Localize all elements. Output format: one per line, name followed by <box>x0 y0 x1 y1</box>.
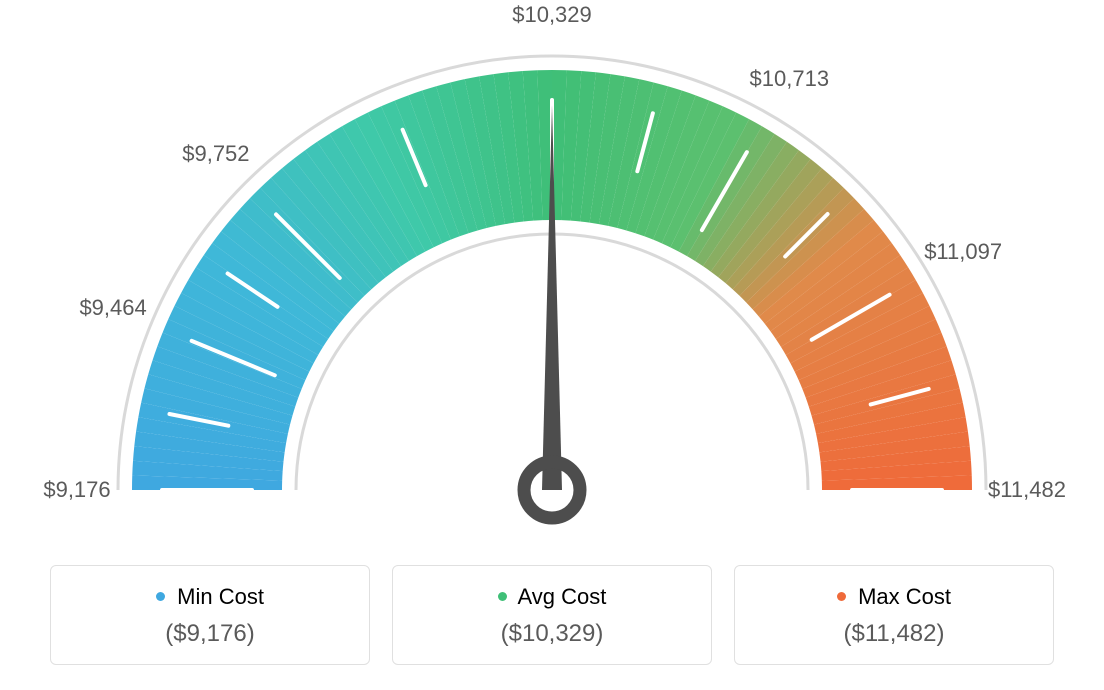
dot-icon <box>498 592 507 601</box>
gauge-tick-label: $9,464 <box>79 295 146 321</box>
legend-row: Min Cost ($9,176) Avg Cost ($10,329) Max… <box>0 565 1104 665</box>
gauge-svg <box>0 0 1104 540</box>
gauge-tick-label: $9,752 <box>182 141 249 167</box>
legend-box-max: Max Cost ($11,482) <box>734 565 1054 665</box>
legend-label: Max Cost <box>858 584 951 609</box>
legend-title-avg: Avg Cost <box>403 584 701 610</box>
legend-box-min: Min Cost ($9,176) <box>50 565 370 665</box>
gauge-tick-label: $10,329 <box>512 2 592 28</box>
legend-title-max: Max Cost <box>745 584 1043 610</box>
legend-value: ($9,176) <box>61 620 359 648</box>
gauge-tick-label: $11,097 <box>924 239 1002 265</box>
legend-label: Min Cost <box>177 584 264 609</box>
gauge-tick-label: $11,482 <box>988 477 1066 503</box>
gauge-tick-label: $9,176 <box>43 477 110 503</box>
legend-value: ($10,329) <box>403 620 701 648</box>
gauge-chart: $9,176 $9,464 $9,752 $10,329 $10,713 $11,097 $… <box>0 0 1104 540</box>
legend-title-min: Min Cost <box>61 584 359 610</box>
legend-label: Avg Cost <box>518 584 607 609</box>
legend-box-avg: Avg Cost ($10,329) <box>392 565 712 665</box>
dot-icon <box>156 592 165 601</box>
gauge-tick-label: $10,713 <box>750 66 830 92</box>
dot-icon <box>837 592 846 601</box>
legend-value: ($11,482) <box>745 620 1043 648</box>
